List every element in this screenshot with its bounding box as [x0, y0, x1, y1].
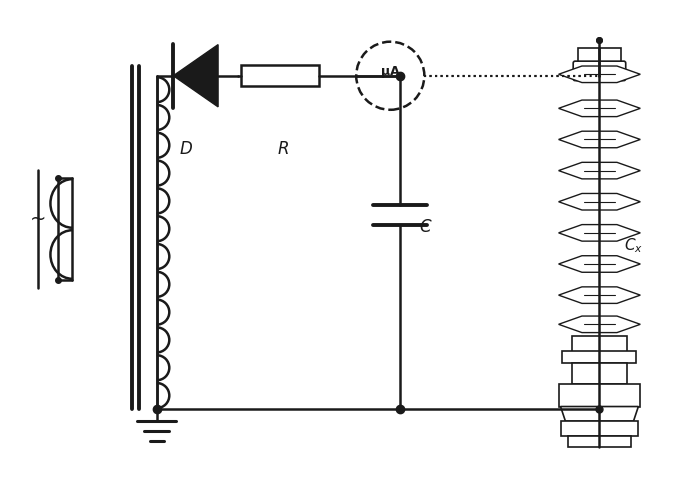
Bar: [241, 65, 319, 87]
Polygon shape: [559, 224, 640, 241]
Text: ~: ~: [30, 210, 46, 229]
Polygon shape: [559, 100, 640, 117]
Polygon shape: [559, 193, 640, 210]
Polygon shape: [559, 131, 640, 148]
Text: C: C: [419, 217, 431, 236]
Polygon shape: [173, 45, 218, 107]
Polygon shape: [559, 256, 640, 272]
Bar: [561, 421, 638, 436]
Bar: [568, 436, 631, 447]
Text: R: R: [277, 140, 289, 158]
Polygon shape: [559, 287, 640, 304]
Text: $C_x$: $C_x$: [624, 237, 643, 255]
FancyBboxPatch shape: [573, 61, 626, 81]
Bar: [572, 336, 626, 353]
Polygon shape: [559, 162, 640, 179]
Bar: [559, 384, 640, 406]
Polygon shape: [559, 66, 640, 83]
Polygon shape: [559, 316, 640, 333]
Text: D: D: [179, 140, 193, 158]
Polygon shape: [561, 406, 638, 421]
Bar: [572, 363, 626, 384]
Text: μA: μA: [381, 65, 400, 78]
Bar: [563, 351, 636, 363]
Bar: [578, 48, 621, 65]
